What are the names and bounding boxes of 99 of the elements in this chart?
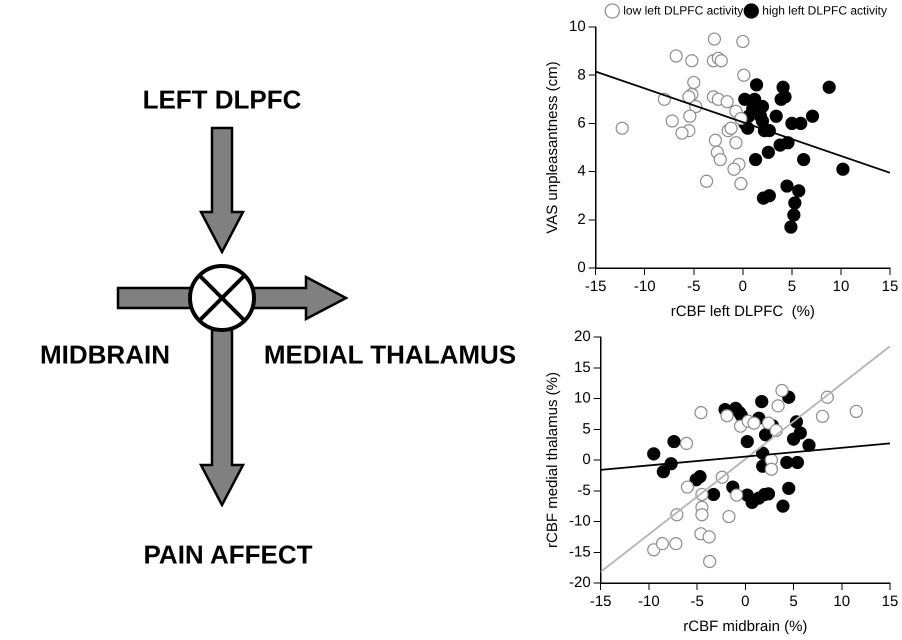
x-tick-label: -10 (638, 593, 660, 610)
point (784, 220, 798, 234)
y-axis-title: rCBF medial thalamus (%) (544, 372, 562, 548)
point (836, 162, 850, 176)
point (708, 32, 721, 46)
x-tick-label: 0 (738, 278, 748, 296)
x-tick-label: 5 (789, 593, 798, 610)
y-axis-title: VAS unpleasantness (cm) (544, 61, 562, 234)
point (729, 136, 743, 150)
x-axis-title: rCBF midbrain (%) (683, 618, 808, 636)
x-tick-label: 10 (832, 278, 850, 296)
y-tick-label: 4 (577, 162, 586, 180)
point (737, 68, 750, 82)
text: MEDIAL THALAMUS (264, 340, 516, 370)
y-tick-label: 8 (577, 66, 586, 84)
point (780, 179, 794, 193)
legend-label: low left DLPFC activity (623, 3, 744, 18)
point (730, 488, 744, 502)
point (764, 462, 778, 476)
point (695, 508, 709, 522)
point (782, 482, 796, 495)
point (797, 152, 810, 166)
point (755, 394, 768, 408)
point (770, 110, 783, 123)
y-tick-label: 2 (577, 210, 586, 228)
y-tick-label: -10 (568, 512, 591, 530)
point (792, 184, 806, 198)
point (693, 470, 707, 484)
point (736, 34, 750, 48)
point (747, 416, 761, 430)
point (790, 456, 804, 470)
y-tick-label: 10 (574, 390, 591, 407)
point (794, 116, 808, 130)
x-tick-label: 5 (788, 278, 796, 296)
x-tick-label: -10 (634, 278, 656, 296)
point (740, 434, 754, 448)
point (806, 110, 820, 123)
point (816, 410, 830, 423)
y-tick-label: 15 (574, 358, 591, 376)
point (722, 510, 736, 524)
legend-label: high left DLPFC activity (762, 3, 888, 18)
text: PAIN AFFECT (144, 540, 312, 570)
y-tick-label: -5 (577, 482, 591, 499)
point (694, 406, 708, 420)
point (720, 409, 734, 422)
point (734, 177, 748, 190)
x-tick-label: 15 (882, 278, 898, 296)
point (780, 456, 794, 470)
point (670, 49, 683, 63)
point (667, 434, 681, 448)
point (616, 122, 629, 135)
point (720, 95, 734, 108)
point (750, 78, 764, 92)
point (788, 196, 802, 210)
point (772, 399, 785, 412)
point (680, 436, 694, 450)
point (656, 465, 670, 478)
x-tick-label: 15 (882, 593, 898, 610)
y-tick-label: -15 (568, 543, 591, 560)
point (762, 416, 776, 430)
point (666, 114, 679, 128)
text: LEFT DLPFC (142, 84, 302, 116)
text: MIDBRAIN (40, 340, 170, 370)
y-tick-label: 5 (582, 420, 591, 438)
x-tick-label: -5 (687, 278, 700, 296)
point (700, 174, 714, 188)
point (794, 426, 807, 440)
point (787, 208, 800, 222)
point (675, 126, 689, 140)
y-tick-label: 0 (582, 451, 591, 468)
point (669, 537, 683, 550)
point (714, 152, 727, 166)
point (748, 152, 762, 166)
point (762, 189, 776, 202)
x-tick-label: 10 (833, 593, 850, 610)
point (776, 500, 790, 513)
point (647, 447, 660, 460)
point (656, 537, 669, 550)
x-tick-label: -5 (690, 593, 704, 610)
x-axis-title: rCBF left DLPFC (%) (670, 303, 815, 320)
point (727, 162, 741, 176)
point (724, 122, 738, 135)
point (706, 488, 720, 502)
point (682, 90, 696, 104)
y-tick-label: 10 (568, 18, 586, 36)
y-tick-label: 20 (574, 328, 591, 346)
point (685, 54, 698, 68)
y-tick-label: 0 (577, 259, 586, 276)
x-tick-label: 0 (741, 593, 750, 610)
point (703, 554, 716, 568)
point (802, 438, 816, 452)
point (775, 384, 789, 398)
point (702, 530, 716, 544)
y-tick-label: 6 (577, 114, 586, 132)
point (822, 80, 836, 94)
point (714, 54, 728, 68)
point (680, 480, 694, 494)
y-tick-label: -20 (568, 574, 591, 592)
point (762, 146, 775, 159)
